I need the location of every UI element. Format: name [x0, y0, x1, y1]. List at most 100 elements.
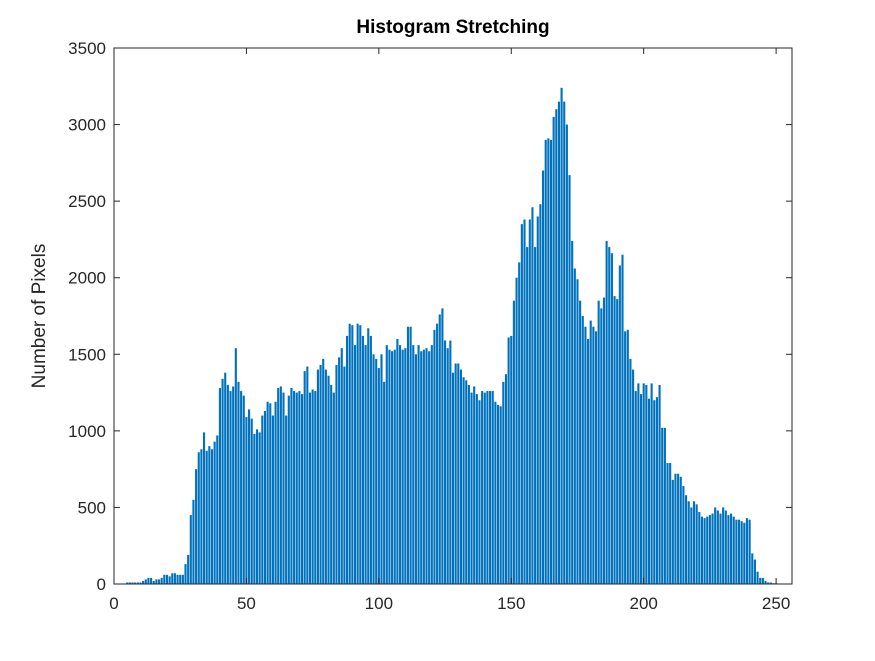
bar: [271, 415, 274, 584]
bar: [632, 369, 635, 584]
bar: [364, 345, 367, 584]
bar: [150, 577, 153, 584]
bar: [549, 139, 553, 584]
bar: [377, 368, 380, 584]
bar: [221, 378, 224, 584]
bar: [496, 404, 500, 584]
y-tick-label: 500: [78, 498, 106, 517]
bar: [126, 582, 129, 584]
bar: [655, 397, 658, 584]
bar: [608, 247, 611, 584]
bar: [255, 429, 259, 584]
bar: [661, 427, 664, 584]
bar: [602, 297, 606, 584]
bar: [359, 325, 362, 584]
bar: [380, 354, 383, 584]
bar: [248, 409, 251, 584]
bar: [647, 398, 651, 584]
bar: [295, 392, 298, 584]
bar: [240, 391, 243, 584]
bar: [605, 240, 608, 584]
bar: [338, 357, 341, 584]
bar: [475, 394, 478, 584]
bar: [764, 580, 767, 584]
bar: [457, 363, 460, 584]
bar: [594, 331, 598, 584]
bar: [483, 392, 486, 584]
bar: [512, 300, 515, 584]
bar: [491, 391, 494, 584]
bar: [208, 446, 211, 584]
bar: [743, 522, 746, 584]
y-axis-label: Number of Pixels: [29, 244, 50, 389]
bar: [369, 335, 372, 584]
bar: [737, 519, 741, 584]
bar: [142, 580, 145, 584]
bar: [311, 389, 314, 584]
y-tick-label: 2500: [68, 192, 106, 211]
bar: [626, 329, 629, 584]
bar: [454, 363, 457, 584]
bar: [136, 582, 139, 584]
bar: [719, 513, 722, 584]
bar: [486, 391, 489, 584]
bar: [642, 383, 645, 584]
bar: [703, 518, 706, 584]
bar: [287, 395, 290, 584]
bar: [361, 335, 365, 584]
y-tick-label: 2000: [68, 269, 106, 288]
bar: [520, 224, 523, 584]
bars: [126, 87, 778, 584]
bar: [187, 554, 190, 584]
bar: [428, 351, 431, 584]
bar: [319, 365, 322, 584]
bar: [232, 386, 235, 584]
bar: [263, 410, 267, 584]
bar: [576, 279, 579, 584]
bar: [351, 325, 354, 584]
bar: [634, 391, 637, 584]
bar: [348, 323, 351, 584]
bar: [531, 207, 534, 584]
bar: [629, 358, 632, 584]
bar: [388, 349, 391, 584]
bar: [748, 519, 751, 584]
bar: [547, 138, 550, 584]
x-tick-label: 100: [365, 594, 393, 613]
bar: [277, 387, 280, 584]
bar: [200, 449, 203, 584]
bar: [430, 345, 433, 584]
bar: [285, 415, 288, 584]
bar: [677, 473, 680, 584]
bar: [372, 354, 375, 584]
bar: [242, 395, 245, 584]
bar: [584, 326, 587, 584]
bar: [473, 386, 476, 584]
bar: [573, 268, 576, 584]
bar: [229, 391, 232, 584]
bar: [565, 124, 568, 584]
bar: [330, 384, 333, 584]
bar: [674, 473, 677, 584]
bar: [613, 296, 616, 584]
bar: [769, 582, 772, 584]
bar: [234, 348, 237, 584]
bar: [714, 507, 717, 584]
bar: [658, 384, 661, 584]
y-tick-label: 3000: [68, 116, 106, 135]
bar: [446, 348, 449, 584]
bar: [716, 510, 719, 584]
bar: [396, 338, 399, 584]
bar: [438, 314, 441, 584]
bar: [327, 375, 330, 584]
bar: [436, 323, 439, 584]
bar: [165, 574, 169, 584]
y-tick-label: 3500: [68, 39, 106, 58]
bar: [385, 345, 388, 584]
bar: [409, 326, 412, 584]
bar: [245, 417, 248, 584]
bar: [502, 381, 505, 584]
bar: [391, 351, 394, 584]
bar: [459, 369, 463, 584]
